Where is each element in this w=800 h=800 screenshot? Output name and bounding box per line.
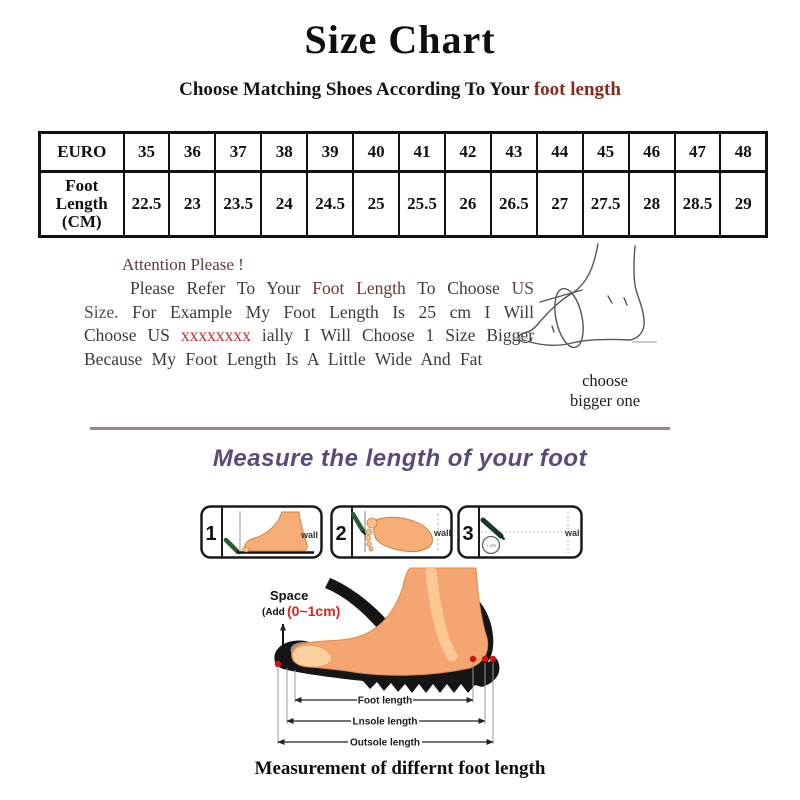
attention-censored-text: xxxxxxxx [180, 325, 251, 345]
attention-us-size: US Size. [84, 278, 534, 322]
attention-text: ially I Will Choose 1 Size Bigger Becaus… [84, 325, 535, 369]
space-label: Space [270, 588, 308, 603]
space-add-label: (Add [262, 607, 285, 618]
step-number: 3 [462, 523, 473, 545]
euro-size-cell: 38 [260, 131, 309, 173]
euro-row-header: EURO [38, 131, 125, 173]
marker-pen-icon [223, 537, 240, 554]
marker-pen-icon [350, 511, 366, 534]
euro-size-cell: 43 [489, 131, 538, 173]
wall-label: wall [433, 528, 451, 538]
attention-paragraph: Please Refer To Your Foot Length To Choo… [84, 277, 534, 371]
outsole-length-arrow-label: Outsole length [350, 738, 420, 749]
subtitle: Choose Matching Shoes According To Your … [0, 79, 800, 101]
foot-length-cell: 24 [260, 170, 309, 238]
foot-length-arrow-label: Foot length [358, 696, 412, 707]
euro-size-cell: 47 [673, 131, 722, 173]
foot-length-cell: 22.5 [122, 170, 171, 238]
insole-length-arrow-label: Lnsole length [353, 717, 418, 728]
foot-length-cell: 26 [443, 170, 492, 238]
wall-label: wall [564, 528, 582, 538]
choose-bigger-line: choose [582, 371, 628, 390]
foot-length-row-header: Foot Length (CM) [38, 170, 125, 238]
foot-length-cell: 28 [627, 170, 676, 238]
section-divider [90, 427, 670, 430]
space-add-value: (0~1cm) [287, 603, 340, 619]
foot-length-cell: 26.5 [489, 170, 538, 238]
foot-length-cell: 24.5 [306, 170, 355, 238]
euro-size-cell: 41 [398, 131, 446, 173]
euro-size-cell: 45 [581, 131, 630, 173]
foot-length-row: Foot Length (CM) 22.5 23 23.5 24 24.5 25… [38, 170, 768, 238]
foot-length-cell: 23.5 [214, 170, 263, 238]
attention-text: Please Refer To Your [130, 278, 313, 298]
heel-point-dot [481, 655, 489, 663]
diagram-caption: Measurement of differnt foot length [254, 758, 546, 779]
choose-bigger-caption: choose bigger one [540, 371, 670, 411]
euro-size-cell: 35 [122, 131, 171, 173]
foot-length-header-line: Length [55, 194, 108, 213]
foot-length-header-line: Foot [65, 176, 99, 195]
euro-size-cell: 40 [352, 131, 401, 173]
measure-note-circle [481, 535, 501, 555]
attention-text: For Example My Foot Length Is 25 cm I Wi… [84, 301, 534, 346]
wall-label: wall [300, 530, 318, 540]
foot-length-cell: 27 [535, 170, 584, 238]
euro-size-cell: 37 [214, 131, 263, 173]
foot-length-cell: 25 [352, 170, 401, 238]
euro-size-cell: 42 [443, 131, 492, 173]
foot-length-cell: 23 [168, 170, 217, 238]
euro-size-cell: 44 [535, 131, 584, 173]
toe-highlight-shape [291, 644, 333, 668]
attention-foot-length-highlight: Foot Length [312, 278, 406, 298]
foot-length-cell: 29 [719, 170, 768, 238]
subtitle-highlight: foot length [533, 79, 621, 100]
measure-step-1-panel: 1 wall [200, 505, 323, 559]
subtitle-text: Choose Matching Shoes According To Your [179, 79, 534, 100]
heel-point-dot [469, 655, 477, 663]
cm-note: ~ cm [486, 543, 496, 548]
foot-length-cell: 27.5 [581, 170, 630, 238]
attention-text: To Choose [405, 278, 512, 298]
foot-sketch-illustration [512, 243, 657, 349]
shoe-measurement-diagram: Space (Add (0~1cm) Foot length Lnsole le… [262, 566, 500, 749]
foot-length-header-line: (CM) [61, 212, 102, 231]
size-chart-table: EURO 35 36 37 38 39 40 41 42 43 44 45 46… [38, 131, 768, 238]
attention-heading: Attention Please ! [122, 255, 244, 274]
foot-length-cell: 25.5 [398, 170, 446, 238]
measure-step-3-panel: 3 ~ cm wall [457, 505, 583, 559]
step-number: 2 [335, 523, 346, 545]
euro-size-cell: 39 [306, 131, 355, 173]
page-title: Size Chart [304, 17, 496, 62]
step-number: 1 [205, 523, 216, 545]
measure-section-heading: Measure the length of your foot [212, 445, 588, 472]
choose-bigger-line: bigger one [569, 391, 641, 410]
toe-point-dot [274, 660, 282, 668]
euro-size-cell: 46 [627, 131, 676, 173]
euro-size-cell: 48 [719, 131, 768, 173]
heel-point-dot [489, 655, 497, 663]
marker-pen-icon [480, 517, 504, 539]
measure-step-2-panel: 2 wall [330, 505, 453, 559]
euro-row: EURO 35 36 37 38 39 40 41 42 43 44 45 46… [38, 131, 768, 173]
euro-size-cell: 36 [168, 131, 217, 173]
foot-length-cell: 28.5 [673, 170, 722, 238]
